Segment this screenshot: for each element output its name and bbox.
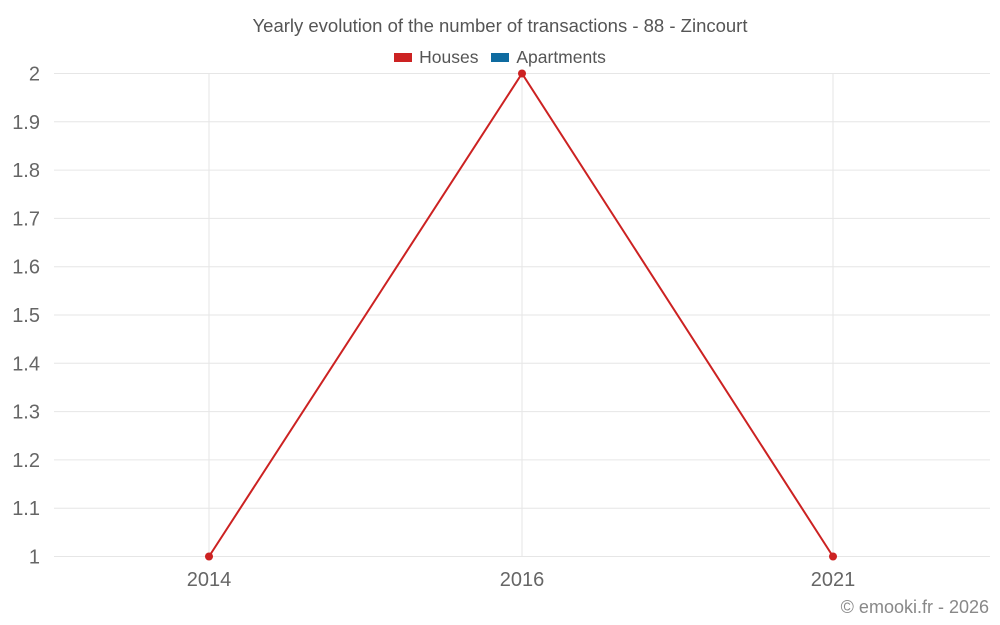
svg-text:2016: 2016 bbox=[500, 569, 545, 591]
svg-text:1.6: 1.6 bbox=[12, 257, 40, 279]
svg-text:1.4: 1.4 bbox=[12, 353, 40, 375]
svg-text:1: 1 bbox=[29, 547, 40, 569]
svg-text:2021: 2021 bbox=[811, 569, 856, 591]
svg-text:1.1: 1.1 bbox=[12, 498, 40, 520]
svg-text:2: 2 bbox=[29, 64, 40, 86]
svg-text:1.2: 1.2 bbox=[12, 450, 40, 472]
svg-text:1.5: 1.5 bbox=[12, 305, 40, 327]
svg-text:1.7: 1.7 bbox=[12, 208, 40, 230]
svg-text:2014: 2014 bbox=[187, 569, 232, 591]
svg-text:1.3: 1.3 bbox=[12, 402, 40, 424]
svg-text:1.9: 1.9 bbox=[12, 112, 40, 134]
svg-text:1.8: 1.8 bbox=[12, 160, 40, 182]
